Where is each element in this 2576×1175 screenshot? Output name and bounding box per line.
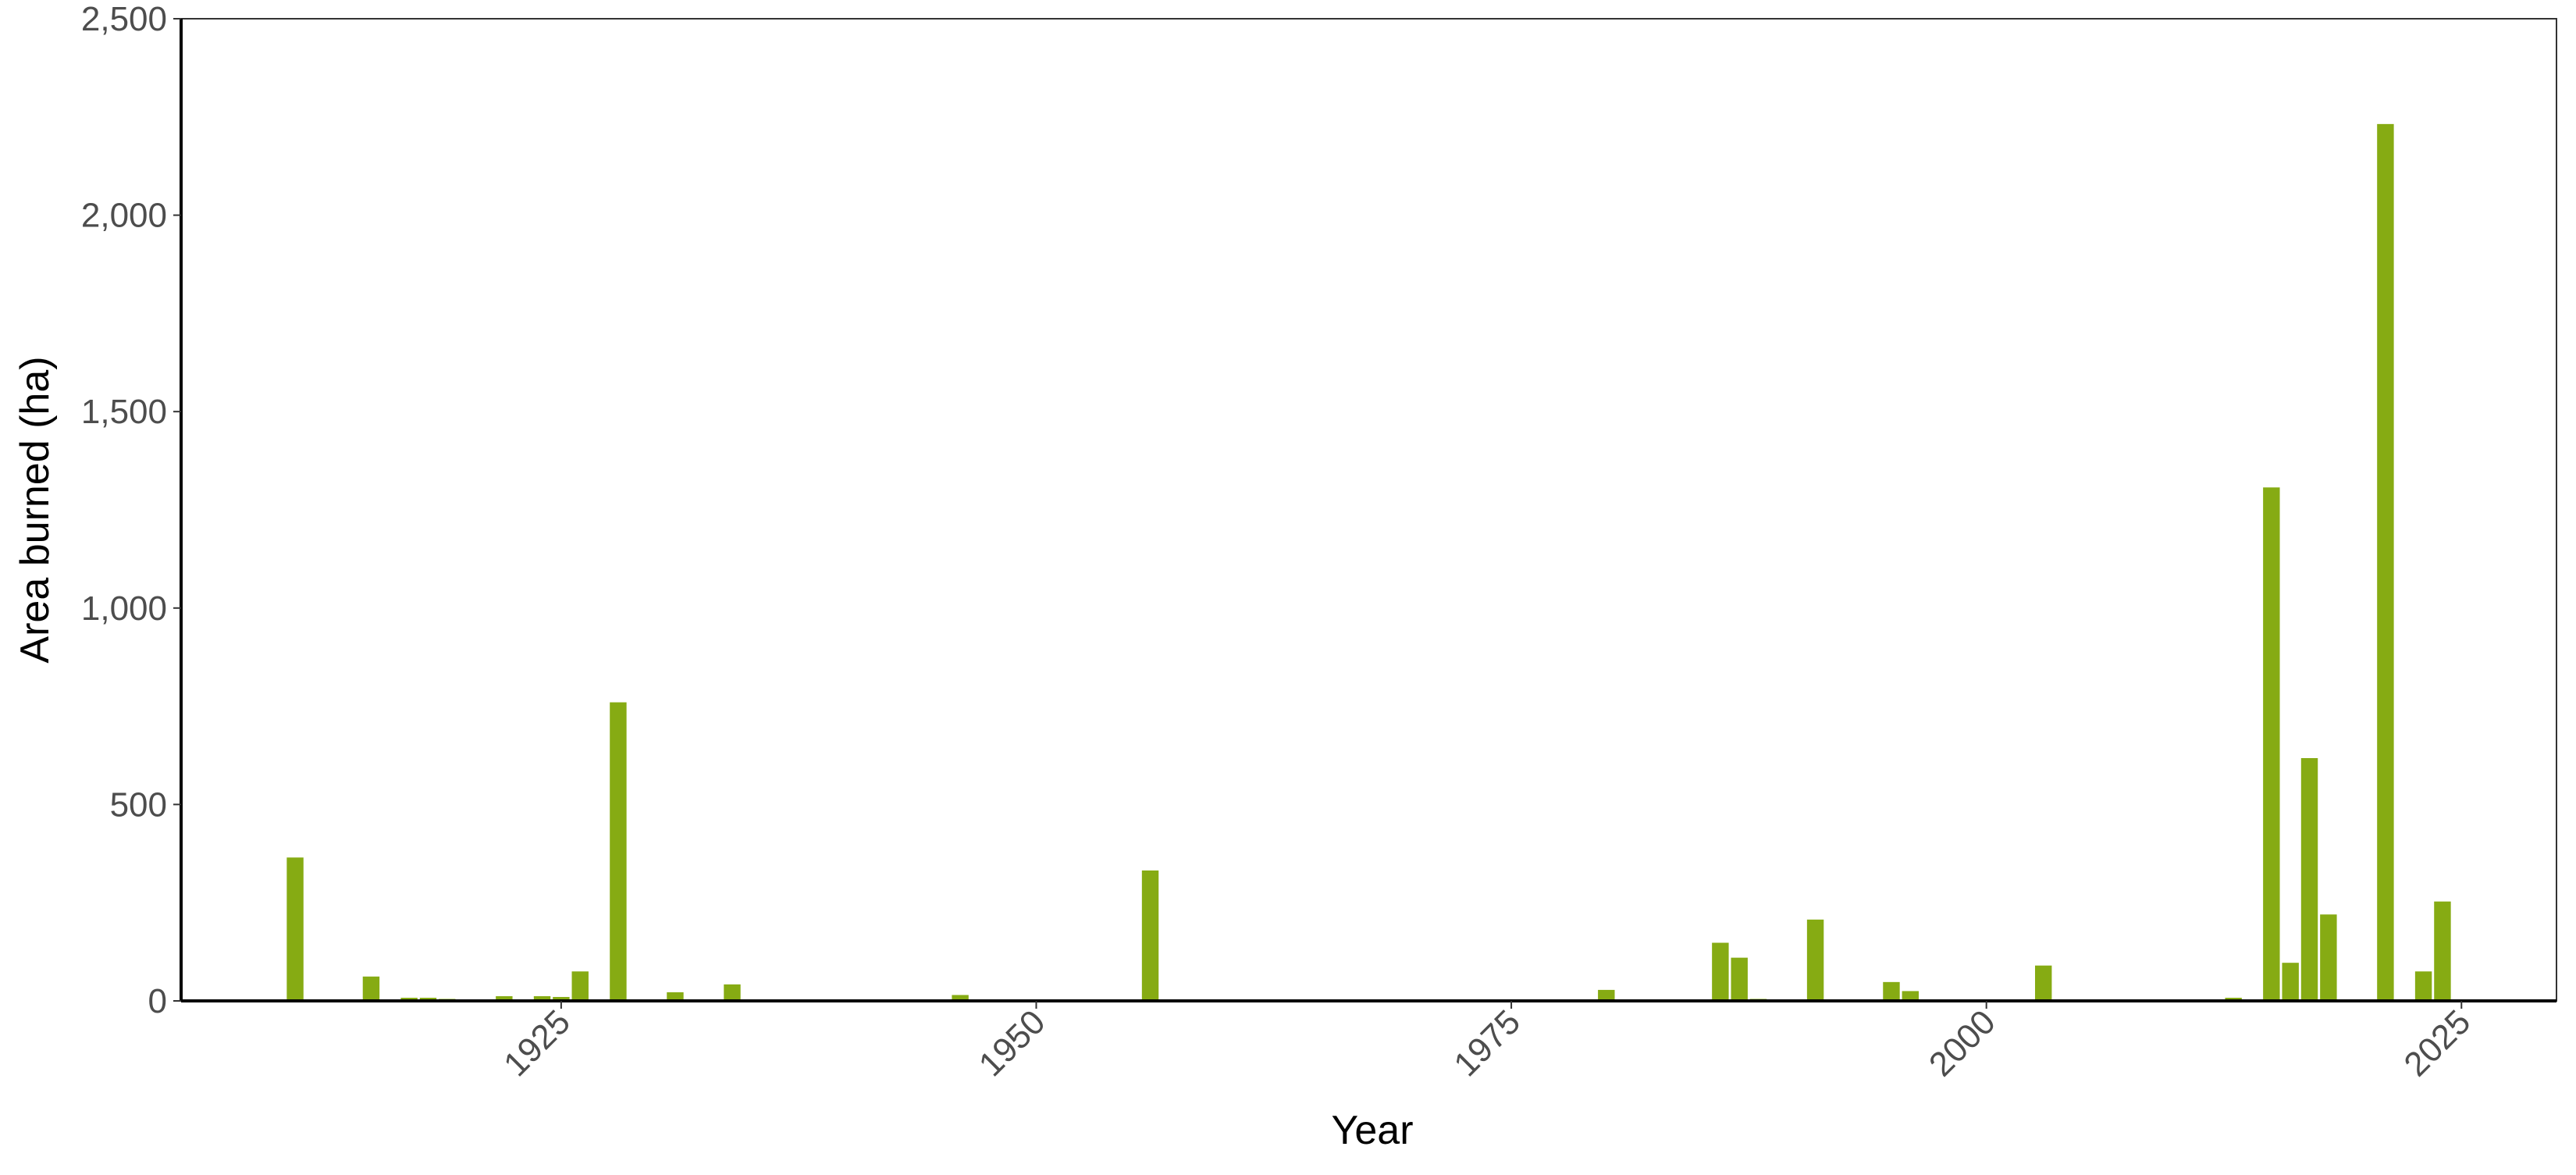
bar-1922: [496, 995, 513, 1001]
bar-1928: [610, 702, 627, 1001]
bar-1915: [362, 976, 380, 1001]
x-ticks-layer: 1925 1950 1975 2000 2025: [496, 1001, 2478, 1084]
x-tick-label: 1925: [496, 1002, 578, 1084]
bar-2003: [2035, 965, 2052, 1001]
bar-1934: [724, 984, 741, 1001]
bar-2013: [2225, 997, 2242, 1001]
y-tick-label: 2,500: [81, 0, 167, 38]
bar-1911: [286, 857, 304, 1001]
bar-1996: [1902, 991, 1920, 1001]
bar-1924: [533, 995, 551, 1001]
bar-2018: [2320, 914, 2337, 1001]
bar-1995: [1883, 981, 1900, 1001]
bars-layer: [286, 123, 2451, 1001]
y-axis-title: Area burned (ha): [12, 356, 58, 663]
bar-2021: [2377, 123, 2394, 1001]
bar-1980: [1598, 989, 1615, 1001]
y-ticks-layer: 0 500 1,000 1,500 2,000 2,500: [81, 0, 181, 1020]
bar-1931: [667, 992, 684, 1001]
y-tick-label: 500: [110, 785, 167, 824]
x-tick-label: 1975: [1446, 1002, 1528, 1084]
bar-2017: [2300, 758, 2318, 1001]
y-tick-label: 0: [148, 982, 167, 1020]
plot-panel-border: [180, 18, 2557, 1002]
y-tick-label: 1,500: [81, 393, 167, 431]
bar-1987: [1731, 957, 1748, 1001]
bar-1991: [1806, 919, 1824, 1001]
x-tick-label: 2000: [1922, 1002, 2003, 1084]
bar-1918: [419, 997, 437, 1001]
bar-1986: [1712, 942, 1729, 1001]
bar-2015: [2263, 487, 2280, 1001]
y-tick-label: 2,000: [81, 197, 167, 235]
bar-2016: [2282, 963, 2299, 1001]
bar-2023: [2414, 971, 2432, 1001]
bar-2024: [2434, 901, 2451, 1001]
bar-1956: [1141, 870, 1159, 1001]
x-tick-label: 2025: [2396, 1002, 2478, 1084]
x-axis-title: Year: [1331, 1108, 1413, 1153]
x-tick-label: 1950: [972, 1002, 1053, 1084]
y-tick-label: 1,000: [81, 589, 167, 628]
bar-1917: [400, 997, 418, 1001]
bar-1946: [952, 995, 969, 1001]
bar-1925: [553, 996, 570, 1001]
bar-1926: [571, 971, 589, 1001]
